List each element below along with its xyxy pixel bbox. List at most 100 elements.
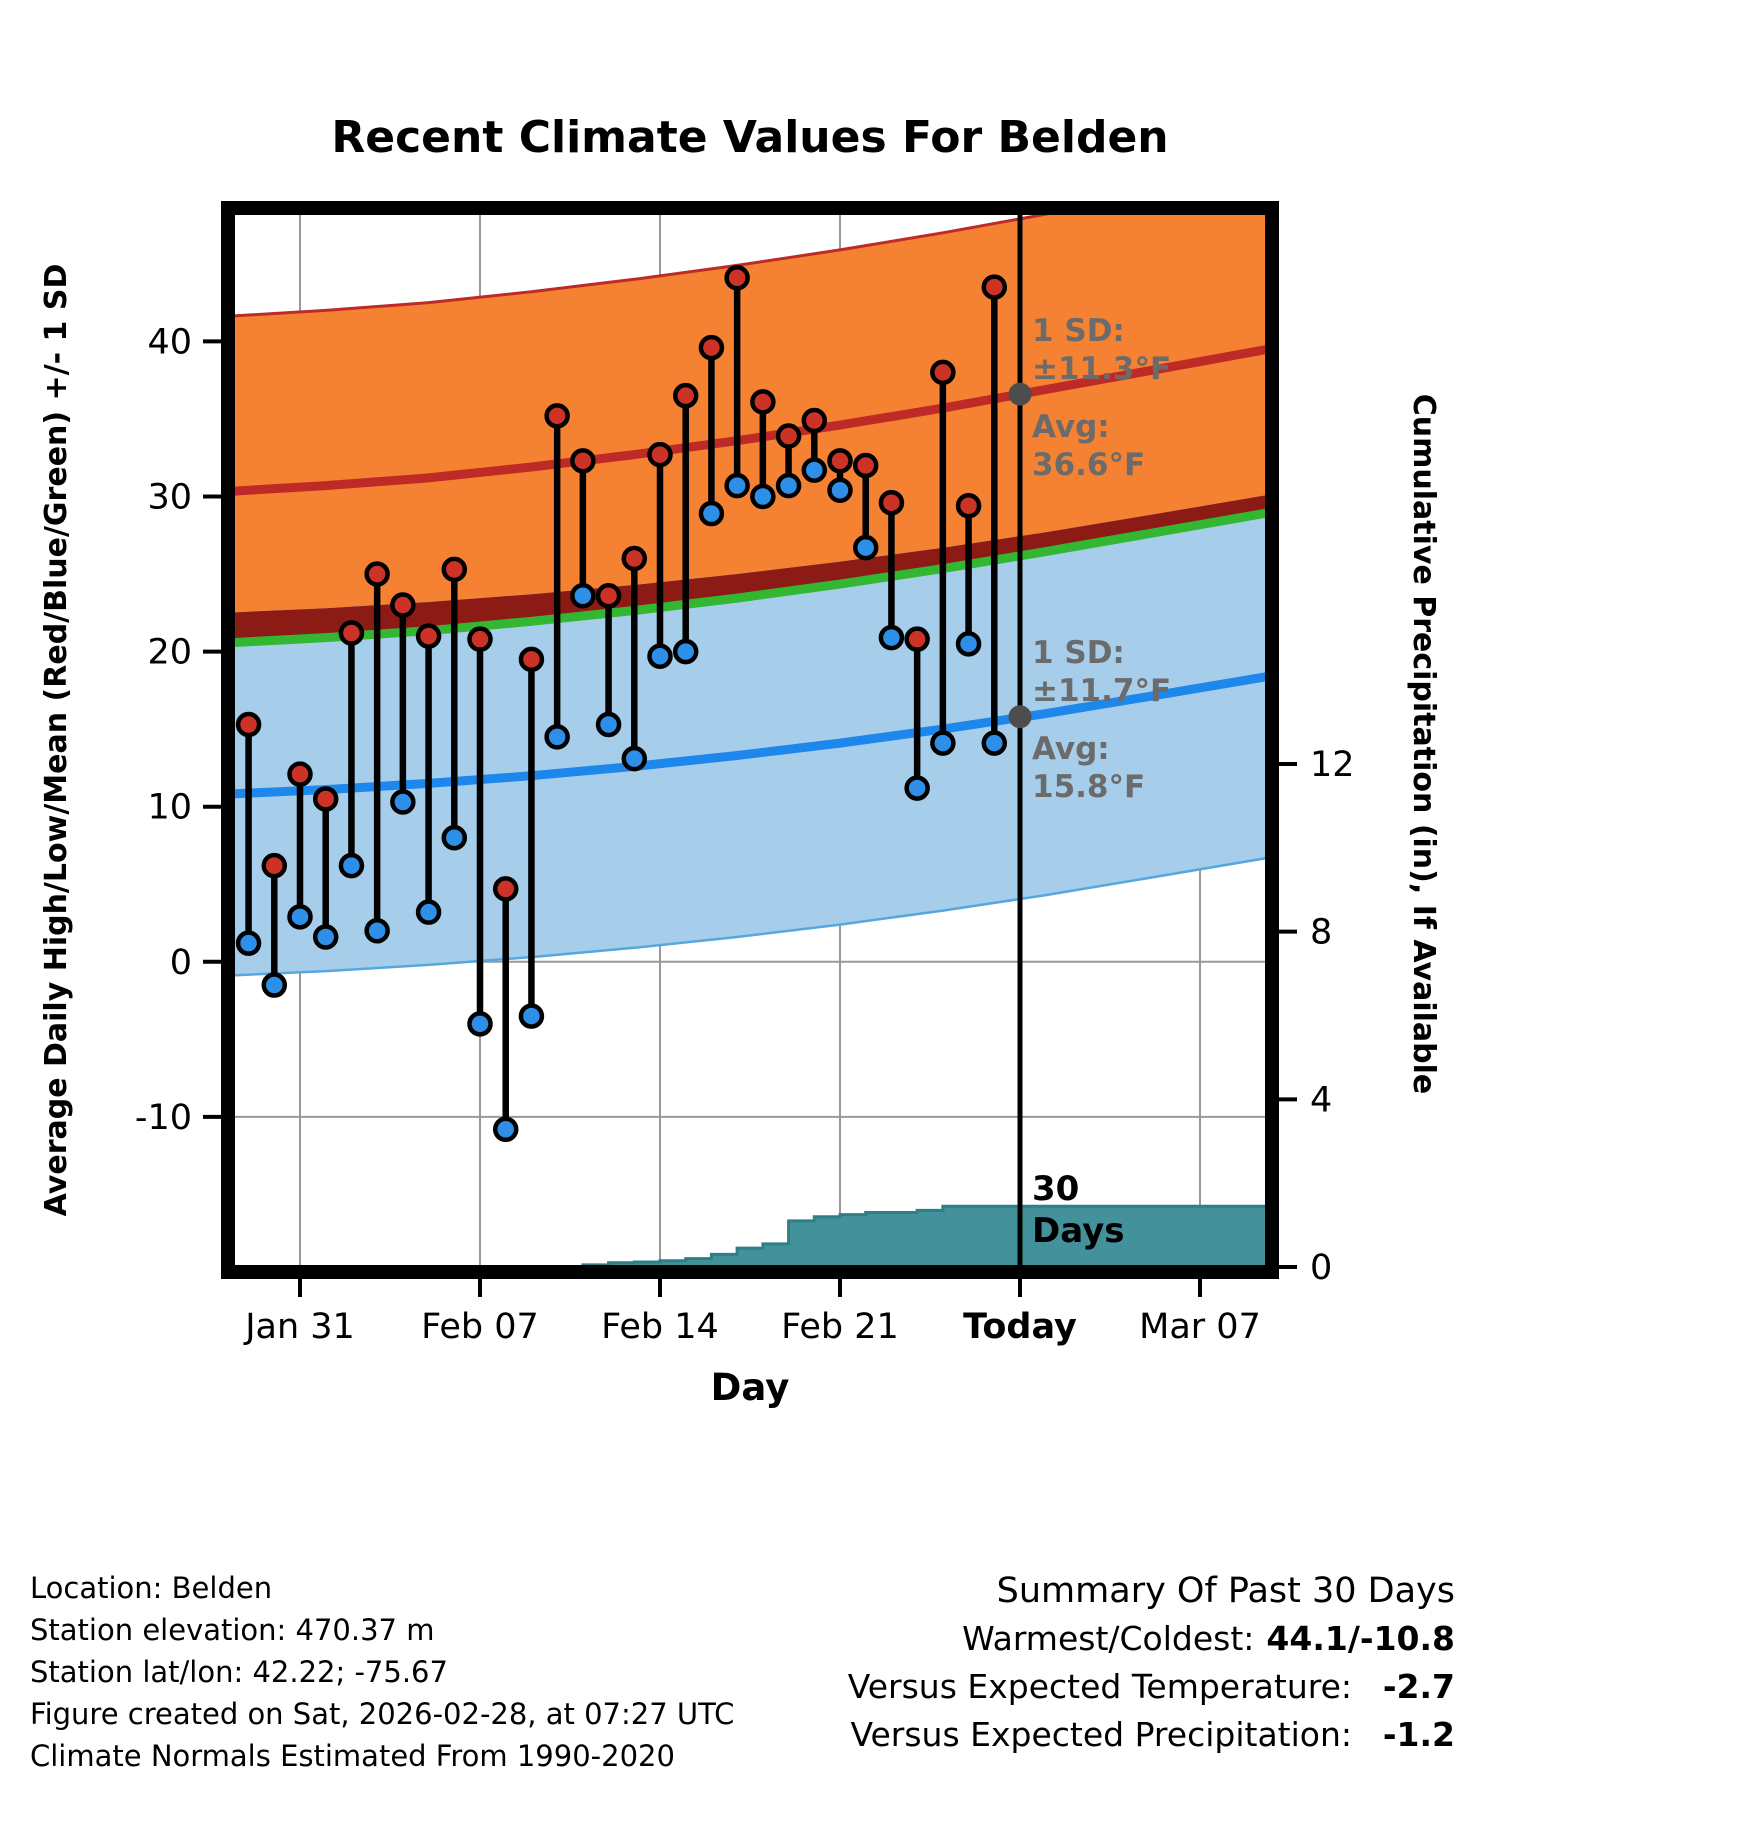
daily-low-marker [907,778,928,799]
daily-low-marker [547,726,568,747]
right-tick-label: 8 [1310,913,1332,953]
summary-warmest-label: Warmest/Coldest: [962,1619,1254,1658]
daily-high-marker [315,788,336,809]
x-axis-label: Day [711,1366,790,1409]
daily-low-marker [495,1119,516,1140]
high-sd-annotation-line2: ±11.3°F [1032,351,1171,387]
left-tick-label: 30 [147,477,192,517]
precip-days-annotation-line1: 30 [1032,1169,1079,1209]
daily-low-marker [367,920,388,941]
today-low-avg-marker [1009,705,1032,728]
right-tick-label: 4 [1310,1080,1332,1120]
precip-days-annotation-line2: Days [1032,1211,1125,1251]
daily-high-marker [238,714,259,735]
summary-temp-value: -2.7 [1383,1667,1455,1706]
daily-high-marker [598,585,619,606]
daily-high-marker [264,855,285,876]
high-avg-annotation-line1: Avg: [1032,409,1110,445]
daily-low-marker [341,855,362,876]
daily-high-marker [932,362,953,383]
daily-low-marker [984,733,1005,754]
daily-low-marker [521,1006,542,1027]
daily-low-marker [392,792,413,813]
daily-high-marker [855,455,876,476]
daily-high-marker [444,559,465,580]
x-tick-label: Feb 21 [781,1307,899,1347]
climate-normals-text: Climate Normals Estimated From 1990-2020 [30,1739,675,1773]
daily-low-marker [958,633,979,654]
daily-high-marker [984,277,1005,298]
daily-high-marker [675,385,696,406]
daily-high-marker [367,564,388,585]
daily-high-marker [881,492,902,513]
x-tick-label: Feb 07 [421,1307,539,1347]
daily-high-marker [572,450,593,471]
daily-low-marker [264,975,285,996]
daily-high-marker [650,444,671,465]
summary-warmest-coldest: Warmest/Coldest: 44.1/-10.8 [962,1619,1455,1658]
daily-high-marker [521,649,542,670]
left-axis-label: Average Daily High/Low/Mean (Red/Blue/Gr… [39,264,74,1217]
daily-low-marker [444,827,465,848]
daily-low-marker [752,486,773,507]
daily-high-marker [830,450,851,471]
daily-low-marker [418,902,439,923]
summary-precip-label: Versus Expected Precipitation: [850,1715,1352,1754]
daily-low-marker [315,926,336,947]
daily-low-marker [675,641,696,662]
daily-low-marker [238,933,259,954]
daily-high-marker [752,391,773,412]
x-tick-label: Jan 31 [243,1307,355,1347]
daily-low-marker [650,646,671,667]
climate-chart: Recent Climate Values For Belden 4030201… [0,0,1748,1828]
daily-low-marker [572,585,593,606]
daily-low-marker [701,503,722,524]
daily-high-marker [470,629,491,650]
left-tick-label: 0 [170,943,192,983]
daily-low-marker [624,748,645,769]
figure-info-block: Location: Belden Station elevation: 470.… [30,1571,734,1773]
daily-low-marker [598,714,619,735]
left-tick-label: 20 [147,633,192,673]
daily-high-marker [907,629,928,650]
x-tick-label: Today [963,1307,1077,1347]
daily-low-marker [470,1013,491,1034]
daily-low-marker [290,906,311,927]
low-avg-annotation-line2: 15.8°F [1032,769,1145,805]
daily-low-marker [778,475,799,496]
left-tick-label: 40 [147,322,192,362]
daily-low-marker [727,475,748,496]
figure-created-text: Figure created on Sat, 2026-02-28, at 07… [30,1697,734,1731]
summary-warmest-value: 44.1/-10.8 [1266,1619,1455,1658]
right-tick-label: 0 [1310,1248,1332,1288]
low-sd-annotation-line2: ±11.7°F [1032,673,1171,709]
station-latlon-text: Station lat/lon: 42.22; -75.67 [30,1655,448,1689]
location-text: Location: Belden [30,1571,272,1605]
daily-high-marker [290,764,311,785]
daily-low-marker [932,733,953,754]
daily-high-marker [341,622,362,643]
summary-precip-value: -1.2 [1383,1715,1455,1754]
daily-high-marker [804,410,825,431]
cumulative-precip-series [557,1206,1277,1272]
summary-temp-label: Versus Expected Temperature: [848,1667,1352,1706]
summary-block: Summary Of Past 30 Days Warmest/Coldest:… [848,1571,1455,1754]
low-sd-annotation-line1: 1 SD: [1032,635,1125,671]
daily-high-marker [701,337,722,358]
right-axis-label: Cumulative Precipitation (in), If Availa… [1406,394,1441,1095]
climate-figure-page: Recent Climate Values For Belden 4030201… [0,0,1748,1828]
high-avg-annotation-line2: 36.6°F [1032,447,1145,483]
daily-high-marker [727,267,748,288]
daily-high-marker [778,426,799,447]
daily-high-marker [624,548,645,569]
x-tick-label: Mar 07 [1139,1307,1261,1347]
right-tick-label: 12 [1310,745,1355,785]
daily-high-marker [958,495,979,516]
daily-high-marker [418,626,439,647]
low-avg-annotation-line1: Avg: [1032,731,1110,767]
station-elevation-text: Station elevation: 470.37 m [30,1613,434,1647]
today-high-avg-marker [1009,383,1032,406]
daily-low-marker [804,460,825,481]
x-tick-label: Feb 14 [601,1307,719,1347]
daily-high-marker [547,405,568,426]
